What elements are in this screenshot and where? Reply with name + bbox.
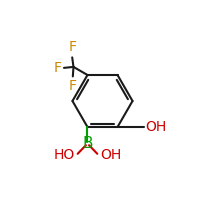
Text: OH: OH [100,148,121,162]
Text: HO: HO [54,148,75,162]
Text: F: F [69,79,77,93]
Text: OH: OH [145,120,167,134]
Text: F: F [69,40,77,54]
Text: F: F [53,61,61,75]
Text: B: B [82,136,93,151]
